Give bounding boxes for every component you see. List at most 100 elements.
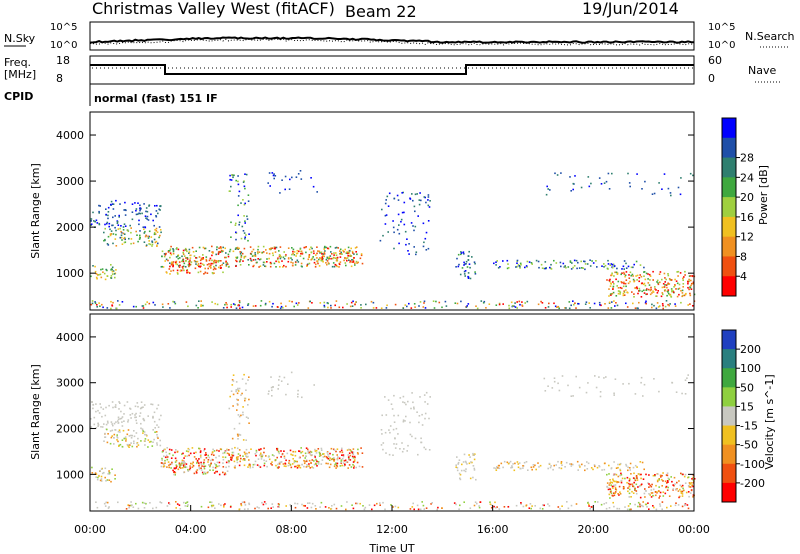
velocity-echo-cell bbox=[212, 466, 214, 469]
velocity-echo-cell bbox=[261, 455, 263, 458]
velocity-echo-cell bbox=[621, 477, 624, 480]
power-echo-cell bbox=[293, 305, 295, 308]
velocity-echo-cell bbox=[245, 389, 247, 391]
power-echo-cell bbox=[555, 262, 558, 264]
velocity-echo-cell bbox=[242, 411, 244, 414]
power-echo-cell bbox=[575, 307, 577, 309]
power-echo-cell bbox=[166, 272, 168, 274]
velocity-echo-cell bbox=[147, 415, 149, 417]
velocity-echo-cell bbox=[126, 401, 129, 403]
power-colorbar-tick-label: 8 bbox=[740, 250, 747, 263]
velocity-echo-cell bbox=[191, 447, 194, 449]
velocity-echo-cell bbox=[662, 495, 665, 497]
power-echo-cell bbox=[638, 301, 640, 304]
power-echo-cell bbox=[335, 254, 338, 256]
power-echo-cell bbox=[269, 265, 272, 268]
velocity-echo-cell bbox=[196, 461, 199, 463]
power-echo-cell bbox=[633, 293, 635, 295]
velocity-echo-cell bbox=[272, 506, 274, 508]
power-echo-cell bbox=[176, 272, 179, 274]
power-echo-cell bbox=[115, 269, 117, 271]
velocity-echo-cell bbox=[184, 455, 186, 457]
velocity-echo-cell bbox=[340, 461, 342, 463]
velocity-echo-cell bbox=[283, 450, 285, 452]
power-echo-cell bbox=[353, 253, 355, 255]
power-echo-cell bbox=[628, 277, 631, 279]
velocity-echo-cell bbox=[534, 505, 536, 507]
velocity-echo-cell bbox=[298, 457, 301, 459]
power-echo-cell bbox=[197, 271, 200, 274]
velocity-echo-cell bbox=[231, 437, 234, 440]
power-echo-cell bbox=[308, 262, 311, 265]
velocity-echo-cell bbox=[578, 464, 581, 467]
power-echo-cell bbox=[239, 264, 242, 266]
x-tick-label: 00:00 bbox=[678, 523, 710, 536]
velocity-echo-cell bbox=[316, 460, 318, 463]
velocity-echo-cell bbox=[687, 476, 690, 478]
velocity-echo-cell bbox=[620, 479, 623, 482]
velocity-echo-cell bbox=[304, 457, 306, 459]
velocity-echo-cell bbox=[173, 471, 176, 473]
power-echo-cell bbox=[689, 172, 692, 175]
velocity-echo-cell bbox=[345, 508, 347, 511]
power-echo-cell bbox=[260, 258, 262, 260]
velocity-echo-cell bbox=[157, 437, 159, 439]
power-echo-cell bbox=[177, 248, 180, 251]
power-echo-cell bbox=[502, 260, 504, 262]
x-axis-label: Time UT bbox=[368, 542, 414, 554]
velocity-echo-cell bbox=[470, 461, 472, 463]
velocity-echo-cell bbox=[361, 452, 364, 454]
velocity-echo-cell bbox=[297, 395, 299, 398]
power-echo-cell bbox=[183, 255, 186, 257]
power-echo-cell bbox=[623, 281, 625, 284]
power-echo-cell bbox=[315, 254, 317, 256]
power-echo-cell bbox=[617, 290, 620, 292]
power-echo-cell bbox=[645, 272, 648, 275]
velocity-echo-cell bbox=[579, 466, 581, 468]
velocity-echo-cell bbox=[595, 386, 598, 389]
velocity-echo-cell bbox=[181, 467, 184, 469]
power-echo-cell bbox=[474, 273, 477, 275]
velocity-echo-cell bbox=[557, 460, 559, 463]
power-echo-cell bbox=[184, 266, 187, 268]
power-echo-cell bbox=[182, 265, 185, 268]
power-echo-cell bbox=[609, 264, 612, 266]
velocity-echo-cell bbox=[231, 457, 233, 459]
velocity-echo-cell bbox=[127, 504, 129, 506]
velocity-echo-cell bbox=[126, 443, 129, 446]
velocity-echo-cell bbox=[304, 452, 307, 455]
power-echo-cell bbox=[385, 199, 387, 201]
velocity-echo-cell bbox=[598, 465, 600, 467]
velocity-echo-cell bbox=[551, 387, 554, 389]
power-echo-cell bbox=[254, 254, 257, 256]
power-echo-cell bbox=[382, 234, 384, 237]
velocity-echo-cell bbox=[154, 431, 156, 433]
velocity-echo-cell bbox=[341, 458, 344, 460]
velocity-echo-cell bbox=[424, 401, 426, 403]
power-echo-cell bbox=[672, 291, 675, 293]
velocity-echo-cell bbox=[608, 484, 611, 486]
power-echo-cell bbox=[629, 280, 631, 283]
power-echo-cell bbox=[208, 259, 211, 262]
power-echo-cell bbox=[169, 273, 171, 275]
power-echo-cell bbox=[291, 300, 293, 303]
velocity-echo-cell bbox=[520, 503, 522, 505]
power-echo-cell bbox=[248, 233, 250, 235]
velocity-echo-cell bbox=[255, 451, 258, 454]
velocity-echo-cell bbox=[127, 445, 129, 447]
velocity-echo-cell bbox=[407, 400, 409, 403]
velocity-echo-cell bbox=[203, 459, 206, 461]
velocity-echo-cell bbox=[385, 414, 388, 416]
power-echo-cell bbox=[144, 235, 147, 238]
power-echo-cell bbox=[676, 295, 679, 298]
velocity-echo-cell bbox=[95, 501, 97, 503]
power-echo-cell bbox=[547, 188, 549, 190]
power-echo-cell bbox=[631, 291, 633, 293]
velocity-echo-cell bbox=[341, 447, 343, 450]
velocity-echo-cell bbox=[340, 505, 343, 507]
power-echo-cell bbox=[632, 302, 634, 305]
freq-left-tick-bottom: 8 bbox=[56, 72, 63, 85]
velocity-echo-cell bbox=[99, 479, 102, 482]
velocity-echo-cell bbox=[242, 413, 244, 416]
power-echo-cell bbox=[202, 258, 205, 260]
